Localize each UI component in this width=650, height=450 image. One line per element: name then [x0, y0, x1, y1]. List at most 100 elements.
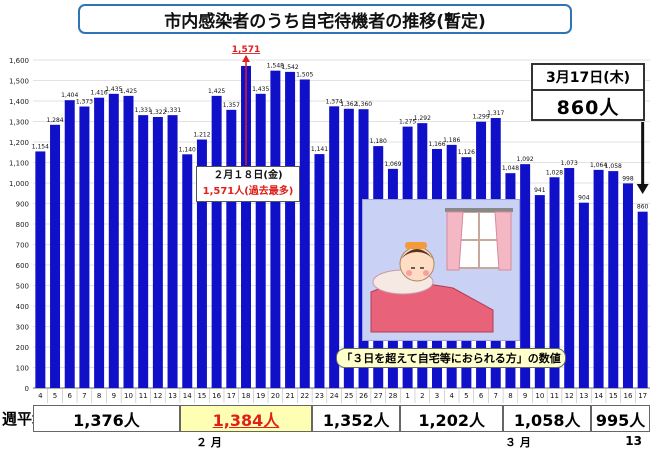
y-tick-label: 300: [16, 324, 29, 332]
data-label: 1,275: [399, 119, 416, 126]
page-number: 13: [625, 434, 642, 448]
x-tick-label: 8: [508, 392, 512, 400]
callout-date: 3月17日(木): [533, 65, 643, 91]
x-tick-label: 2: [420, 392, 424, 400]
x-tick-label: 15: [197, 392, 206, 400]
bar: [182, 154, 193, 388]
y-axis: 0 100 200 300 400 500 600 700 800 900 1,000 1,100 1,…: [9, 57, 29, 393]
peak-arrow-head: [242, 55, 251, 62]
x-tick-label: 12: [153, 392, 162, 400]
data-label: 1,404: [61, 92, 78, 99]
x-tick-label: 4: [449, 392, 454, 400]
bar-chart: 0 100 200 300 400 500 600 700 800 900 1,000 1,100 1,…: [9, 45, 650, 403]
y-tick-label: 1,500: [9, 78, 29, 86]
data-labels: 1,1541,2841,4041,3731,4161,4351,4251,331…: [32, 63, 649, 211]
x-tick-label: 8: [97, 392, 101, 400]
data-label: 1,331: [135, 107, 152, 114]
data-label: 1,028: [546, 169, 563, 176]
chart-annotations: 1,571: [232, 45, 649, 194]
data-label: 1,064: [590, 162, 607, 169]
x-tick-label: 27: [374, 392, 383, 400]
bar: [329, 106, 340, 388]
x-tick-label: 16: [624, 392, 633, 400]
chart-title: 市内感染者のうち自宅待機者の推移(暫定): [78, 4, 572, 34]
latest-date-callout: 3月17日(木) 860人: [531, 63, 645, 121]
data-label: 1,548: [267, 63, 284, 70]
sick-person-in-bed-icon: [370, 208, 513, 333]
x-tick-label: 16: [212, 392, 221, 400]
x-tick-label: 17: [227, 392, 236, 400]
bar: [549, 177, 560, 388]
y-tick-label: 1,200: [9, 139, 29, 147]
data-label: 1,126: [458, 149, 475, 156]
data-label: 1,092: [517, 156, 534, 163]
x-tick-label: 14: [594, 392, 603, 400]
weekly-average-value: 1,058人: [513, 410, 581, 430]
bar: [622, 183, 633, 388]
data-label: 1,416: [91, 90, 108, 97]
data-label: 904: [578, 195, 590, 202]
bar: [152, 116, 163, 389]
bar: [564, 168, 575, 388]
data-label: 1,048: [502, 165, 519, 172]
data-label: 1,284: [46, 117, 63, 124]
bar: [211, 95, 222, 388]
bar: [50, 124, 61, 388]
x-tick-label: 11: [550, 392, 559, 400]
x-tick-label: 6: [479, 392, 484, 400]
data-label: 1,360: [355, 101, 372, 108]
data-label: 1,322: [149, 109, 166, 116]
peak-label: 1,571: [232, 45, 260, 55]
bar: [285, 71, 296, 388]
x-tick-label: 13: [579, 392, 588, 400]
x-tick-label: 9: [523, 392, 527, 400]
y-tick-label: 1,400: [9, 98, 29, 106]
x-tick-label: 23: [315, 392, 324, 400]
month-label-mar: ３ 月: [505, 436, 531, 449]
latest-arrow-head: [636, 184, 649, 194]
x-tick-label: 6: [67, 392, 72, 400]
weekly-average-value: 995人: [595, 410, 646, 430]
y-tick-label: 600: [16, 262, 29, 270]
x-tick-label: 21: [286, 392, 295, 400]
y-tick-label: 900: [16, 201, 29, 209]
x-axis: 4 5 6 7 8 9 10 11 12 13 14 15 16 17 18 19 20 21 22 23 24 25 26…: [38, 388, 647, 403]
data-label: 1,435: [252, 86, 269, 93]
data-label: 1,058: [605, 163, 622, 170]
bar: [314, 154, 325, 388]
x-tick-label: 20: [271, 392, 280, 400]
x-tick-label: 19: [256, 392, 265, 400]
bar: [255, 93, 266, 388]
weekly-average-cell: 1,058人: [503, 405, 592, 432]
x-tick-label: 14: [183, 392, 192, 400]
y-tick-label: 200: [16, 344, 29, 352]
bar: [79, 106, 90, 388]
max-record-note: ２月１８日(金) 1,571人(過去最多): [196, 166, 300, 202]
data-label: 1,357: [223, 102, 240, 109]
weekly-average-cell: 995人: [591, 405, 650, 432]
data-label: 1,166: [428, 141, 445, 148]
y-tick-label: 700: [16, 242, 29, 250]
bar: [123, 95, 134, 388]
data-label: 1,317: [487, 110, 504, 117]
x-tick-label: 18: [242, 392, 251, 400]
y-tick-label: 500: [16, 283, 29, 291]
data-label: 1,299: [472, 114, 489, 121]
bar: [520, 164, 531, 388]
bar: [196, 139, 207, 388]
y-tick-label: 400: [16, 303, 29, 311]
data-label: 1,362: [340, 101, 357, 108]
y-tick-label: 1,000: [9, 180, 29, 188]
x-tick-label: 4: [38, 392, 43, 400]
x-tick-label: 1: [405, 392, 409, 400]
bar: [108, 93, 119, 388]
data-label: 1,140: [179, 146, 196, 153]
bar: [299, 79, 310, 388]
x-tick-label: 15: [609, 392, 618, 400]
x-tick-label: 7: [494, 392, 498, 400]
bar: [534, 195, 545, 388]
data-label: 1,073: [561, 160, 578, 167]
weekly-average-cell: 1,202人: [400, 405, 504, 432]
data-label: 1,435: [105, 86, 122, 93]
data-label: 1,186: [443, 137, 460, 144]
